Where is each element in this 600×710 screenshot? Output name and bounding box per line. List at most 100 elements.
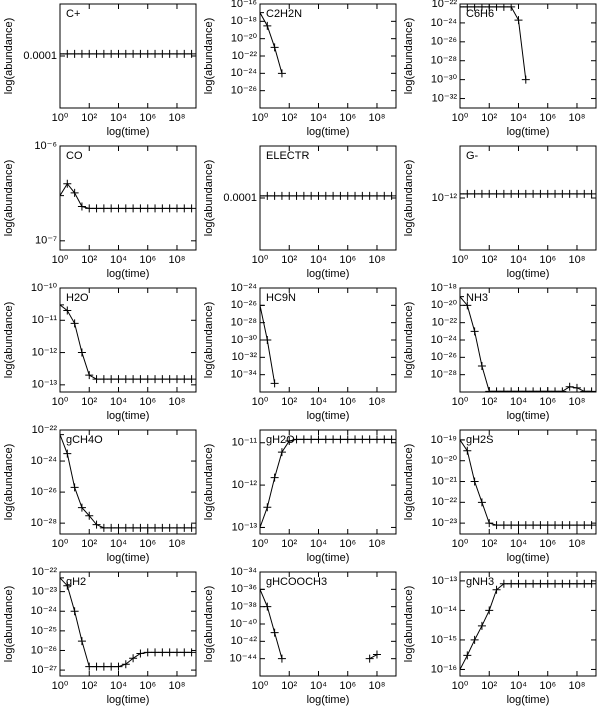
panel-title: gH2 [66,576,86,588]
plot-frame [59,429,197,535]
point-marker [172,49,181,58]
x-tick-label: 10⁸ [369,396,386,408]
point-marker [172,375,181,384]
point-marker [270,379,279,388]
point-marker [365,654,374,663]
point-marker [114,49,123,58]
point-marker [151,523,160,532]
point-marker [121,49,130,58]
series-line [260,589,378,660]
x-tick-label: 10⁸ [169,112,186,124]
point-marker [492,585,501,594]
point-marker [121,204,130,213]
point-marker [470,189,479,198]
plot-area [60,430,196,532]
point-marker [565,521,574,530]
point-marker [372,191,381,200]
point-marker [187,49,196,58]
panel: 10⁰ 10² 10⁴ 10⁶ 10⁸ 10⁻²² 10⁻²³ 10⁻²⁴ 10⁻²⁵ 10⁻²⁶… [3,566,197,706]
point-marker [336,435,345,444]
x-tick-label: 10⁶ [339,538,356,550]
point-marker [165,204,174,213]
y-tick-label: 10⁻¹³ [32,379,58,391]
y-tick-label: 10⁻¹⁰ [31,282,58,294]
x-axis-label: log(time) [107,268,150,280]
point-marker [260,585,264,594]
y-axis-label: log(abundance) [3,444,15,520]
y-tick-label: 10⁻¹³ [232,521,258,533]
point-marker [463,446,472,455]
panel-title: H2O [66,292,89,304]
point-marker [321,191,330,200]
panel: 10⁰ 10² 10⁴ 10⁶ 10⁸ 10⁻¹⁰ 10⁻¹¹ 10⁻¹² 10⁻¹³ H2O lo… [3,282,197,422]
point-marker [121,660,130,669]
point-marker [536,579,545,588]
panel: 10⁰ 10² 10⁴ 10⁶ 10⁸ 0.0001 C+ log(time) log(abun… [3,3,197,138]
series-line [260,12,283,74]
point-marker [143,204,152,213]
point-marker [187,648,196,657]
point-marker [507,579,516,588]
point-marker [136,649,145,658]
y-tick-label: 10⁻²² [32,566,58,578]
point-marker [180,523,189,532]
x-tick-label: 10⁶ [339,680,356,692]
x-tick-label: 10⁸ [169,396,186,408]
point-marker [158,49,167,58]
plot-area [260,435,396,532]
point-marker [60,191,64,200]
x-tick-label: 10⁴ [110,538,127,550]
point-marker [514,387,523,392]
y-axis-label: log(abundance) [403,444,415,520]
plot-area [460,579,596,674]
point-marker [70,188,79,197]
y-tick-label: 10⁻²⁰ [231,33,258,45]
y-tick-label: 10⁻²⁴ [31,455,58,467]
point-marker [158,648,167,657]
x-tick-label: 10⁰ [52,396,69,408]
panel: 10⁰ 10² 10⁴ 10⁶ 10⁸ 0.0001 ELECTR log(time) log(… [203,145,397,280]
point-marker [260,8,264,17]
y-tick-label: 10⁻³⁰ [431,74,458,86]
point-marker [477,621,486,630]
y-axis-label: log(abundance) [403,18,415,94]
point-marker [143,648,152,657]
point-marker [63,581,72,590]
point-marker [460,292,464,301]
point-marker [60,49,64,58]
x-tick-label: 10⁸ [569,396,586,408]
panel-title: C2H2N [266,8,302,20]
point-marker [158,204,167,213]
y-tick-label: 10⁻⁷ [35,235,57,247]
x-tick-label: 10⁸ [169,254,186,266]
point-marker [107,204,116,213]
point-marker [114,662,123,671]
point-marker [543,387,552,392]
point-marker [77,348,86,357]
point-marker [558,579,567,588]
x-tick-label: 10⁰ [52,680,69,692]
point-marker [60,430,64,439]
x-tick-label: 10⁸ [569,112,586,124]
x-tick-label: 10⁸ [169,538,186,550]
point-marker [260,301,264,310]
point-marker [463,189,472,198]
x-tick-label: 10⁸ [369,254,386,266]
point-marker [307,435,316,444]
point-marker [114,523,123,532]
point-marker [521,189,530,198]
panel-title: ELECTR [266,150,309,162]
point-marker [263,503,272,512]
point-marker [565,579,574,588]
point-marker [529,189,538,198]
point-marker [165,523,174,532]
x-tick-label: 10⁶ [539,396,556,408]
y-tick-label: 10⁻¹⁶ [231,0,257,10]
point-marker [180,204,189,213]
y-axis-label: log(abundance) [403,302,415,378]
x-tick-label: 10⁴ [510,112,527,124]
point-marker [60,573,64,582]
point-marker [492,189,501,198]
x-tick-label: 10⁸ [369,112,386,124]
point-marker [343,435,352,444]
